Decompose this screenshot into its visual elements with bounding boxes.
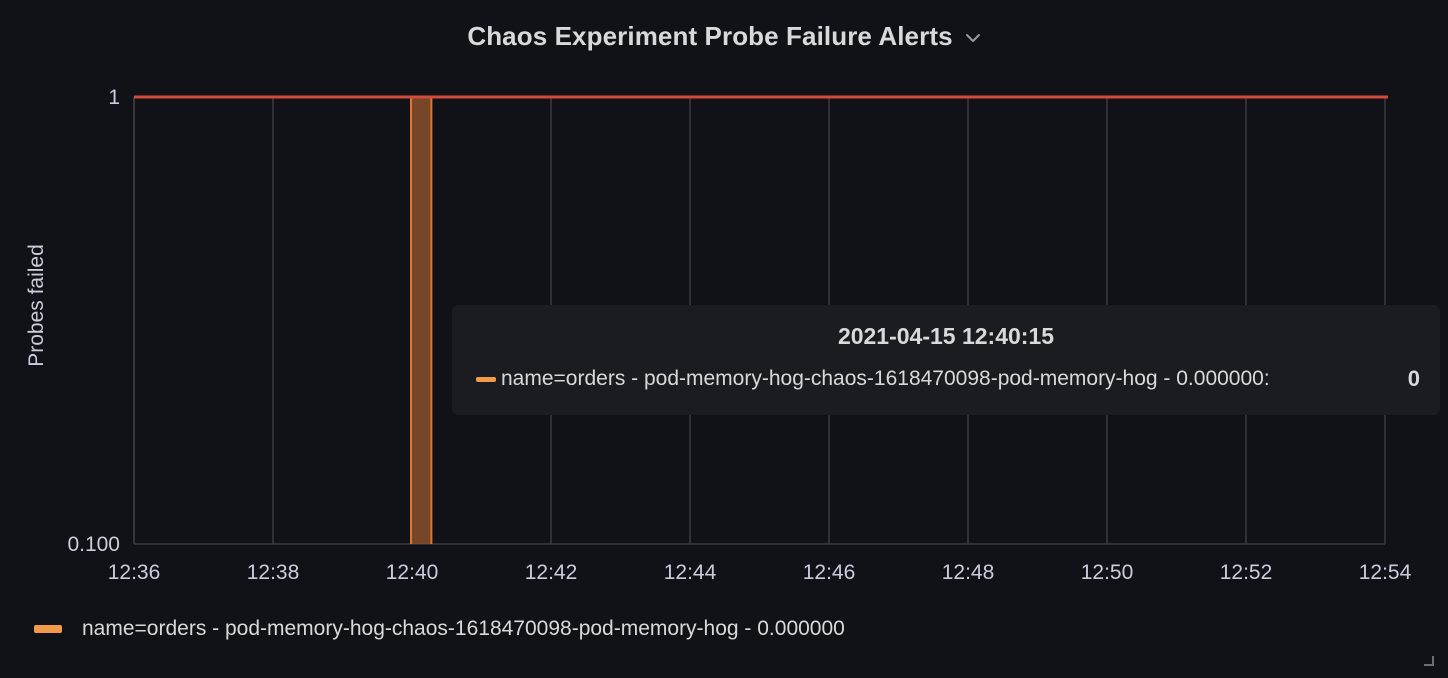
x-tick-label: 12:54 xyxy=(1359,561,1412,584)
tooltip-time: 2021-04-15 12:40:15 xyxy=(837,323,1055,349)
x-tick-label: 12:40 xyxy=(386,561,439,584)
tooltip-series-row: name=orders - pod-memory-hog-chaos-16184… xyxy=(476,365,1420,393)
x-tick-label: 12:44 xyxy=(664,561,717,584)
x-tick-label: 12:52 xyxy=(1220,561,1273,584)
tooltip-series-label: name=orders - pod-memory-hog-chaos-16184… xyxy=(501,367,1270,390)
tooltip-series-value: 0 xyxy=(1407,366,1420,391)
x-tick-label: 12:36 xyxy=(108,561,161,584)
tooltip-series-swatch xyxy=(476,376,496,382)
x-tick-label: 12:46 xyxy=(803,561,856,584)
panel-title: Chaos Experiment Probe Failure Alerts xyxy=(467,20,953,51)
chevron-down-icon xyxy=(965,34,980,42)
y-tick-label: 1 xyxy=(108,86,120,109)
legend-swatch xyxy=(34,625,62,633)
x-tick-label: 12:50 xyxy=(1081,561,1134,584)
x-tick-label: 12:42 xyxy=(525,561,578,584)
panel-header: Chaos Experiment Probe Failure Alerts xyxy=(0,18,1448,54)
panel-title-menu[interactable]: Chaos Experiment Probe Failure Alerts xyxy=(467,21,980,52)
y-axis-label: Probes failed xyxy=(25,244,48,367)
x-tick-label: 12:48 xyxy=(942,561,995,584)
legend-label: name=orders - pod-memory-hog-chaos-16184… xyxy=(82,617,845,640)
series-spike-fill xyxy=(411,97,432,544)
legend-item[interactable]: name=orders - pod-memory-hog-chaos-16184… xyxy=(34,615,845,643)
x-tick-label: 12:38 xyxy=(247,561,300,584)
resize-handle-icon[interactable] xyxy=(1424,656,1434,666)
y-tick-label: 0.100 xyxy=(67,533,120,556)
hover-tooltip: 2021-04-15 12:40:15 name=orders - pod-me… xyxy=(452,305,1440,415)
